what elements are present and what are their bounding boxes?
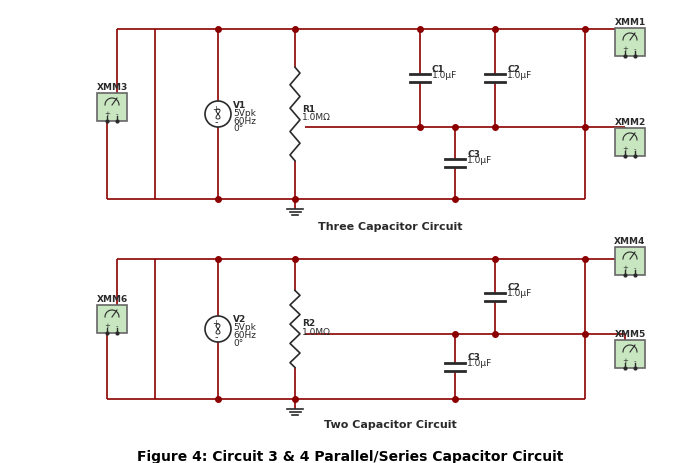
- Text: XMM2: XMM2: [615, 118, 645, 127]
- FancyBboxPatch shape: [615, 129, 645, 156]
- Text: XMM1: XMM1: [615, 18, 645, 27]
- Text: C1: C1: [432, 65, 445, 74]
- Text: -: -: [116, 322, 118, 328]
- Text: +: +: [622, 146, 628, 152]
- Text: C3: C3: [467, 150, 480, 159]
- Text: 5Vpk: 5Vpk: [233, 323, 256, 332]
- Text: V2: V2: [233, 315, 246, 324]
- Text: C3: C3: [467, 353, 480, 362]
- Text: +: +: [104, 322, 110, 328]
- Text: +: +: [622, 264, 628, 270]
- Text: +: +: [622, 357, 628, 363]
- Text: XMM6: XMM6: [97, 294, 127, 303]
- Text: -: -: [634, 46, 636, 52]
- Text: 60Hz: 60Hz: [233, 331, 256, 340]
- Text: 60Hz: 60Hz: [233, 116, 256, 125]
- FancyBboxPatch shape: [615, 340, 645, 368]
- Text: 0°: 0°: [233, 124, 244, 133]
- Text: XMM3: XMM3: [97, 83, 127, 92]
- Text: 1.0µF: 1.0µF: [507, 289, 532, 298]
- Text: 1.0µF: 1.0µF: [507, 71, 532, 80]
- Text: -: -: [214, 332, 218, 341]
- Text: Two Capacitor Circuit: Two Capacitor Circuit: [323, 419, 456, 429]
- Text: R2: R2: [302, 319, 315, 328]
- Text: -: -: [214, 117, 218, 127]
- Text: C2: C2: [507, 283, 520, 292]
- Text: 5Vpk: 5Vpk: [233, 108, 256, 117]
- Text: +: +: [213, 104, 219, 113]
- Text: -: -: [116, 111, 118, 117]
- Text: Figure 4: Circuit 3 & 4 Parallel/Series Capacitor Circuit: Figure 4: Circuit 3 & 4 Parallel/Series …: [136, 449, 564, 463]
- Text: R1: R1: [302, 104, 315, 113]
- Text: 1.0µF: 1.0µF: [467, 359, 492, 368]
- Text: XMM4: XMM4: [615, 237, 645, 245]
- Text: -: -: [634, 146, 636, 152]
- FancyBboxPatch shape: [615, 247, 645, 275]
- Text: +: +: [104, 111, 110, 117]
- Text: 1.0MΩ: 1.0MΩ: [302, 328, 331, 337]
- Text: -: -: [634, 264, 636, 270]
- Text: 0°: 0°: [233, 339, 244, 348]
- Text: C2: C2: [507, 65, 520, 74]
- Text: V1: V1: [233, 100, 246, 109]
- Text: 1.0µF: 1.0µF: [467, 156, 492, 165]
- FancyBboxPatch shape: [615, 29, 645, 57]
- Text: +: +: [622, 46, 628, 52]
- Text: XMM5: XMM5: [615, 329, 645, 338]
- Text: 1.0MΩ: 1.0MΩ: [302, 113, 331, 122]
- Text: -: -: [634, 357, 636, 363]
- Text: +: +: [213, 319, 219, 328]
- Text: Three Capacitor Circuit: Three Capacitor Circuit: [318, 221, 462, 232]
- Text: 1.0µF: 1.0µF: [432, 71, 457, 80]
- FancyBboxPatch shape: [97, 305, 127, 333]
- FancyBboxPatch shape: [97, 94, 127, 122]
